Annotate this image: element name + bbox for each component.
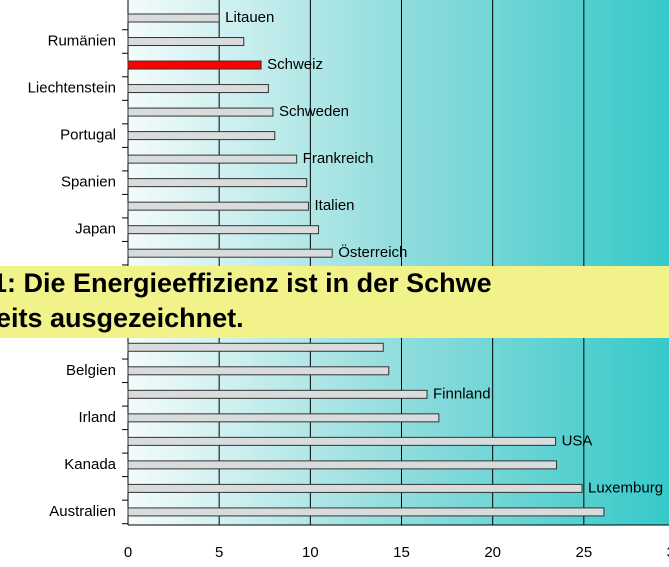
bar bbox=[127, 460, 557, 470]
x-tick-label: 15 bbox=[393, 544, 410, 561]
y-tick-label: Japan bbox=[75, 221, 116, 238]
y-tick-label: Belgien bbox=[66, 362, 116, 379]
bar-label: Italien bbox=[315, 197, 355, 214]
bar-label: USA bbox=[562, 432, 593, 449]
bar bbox=[127, 342, 384, 352]
bar bbox=[127, 13, 220, 23]
bar-label: Schweden bbox=[279, 103, 349, 120]
banner-text: 1: Die Energieeffizienz ist in der Schwe bbox=[0, 268, 492, 298]
bar bbox=[127, 483, 583, 493]
bar bbox=[127, 131, 276, 141]
y-tick-label: Spanien bbox=[61, 174, 116, 191]
bar bbox=[127, 201, 310, 211]
bar bbox=[127, 507, 605, 517]
bar bbox=[127, 154, 298, 164]
bar-label: Schweiz bbox=[267, 56, 323, 73]
bar bbox=[127, 84, 269, 94]
x-tick-label: 25 bbox=[575, 544, 592, 561]
y-tick-label: Liechtenstein bbox=[28, 80, 116, 97]
y-tick-label: Australien bbox=[49, 503, 116, 520]
bar bbox=[127, 413, 440, 423]
bar-label: Österreich bbox=[338, 243, 407, 261]
x-tick-label: 10 bbox=[302, 544, 319, 561]
bar-label: Litauen bbox=[225, 9, 274, 26]
bar bbox=[127, 178, 308, 188]
y-tick-label: Irland bbox=[78, 409, 116, 426]
bar bbox=[127, 248, 333, 258]
y-tick-label: Kanada bbox=[64, 456, 116, 473]
y-tick-label: Rumänien bbox=[48, 32, 116, 49]
bar bbox=[127, 436, 557, 446]
bar bbox=[127, 37, 245, 47]
bar bbox=[127, 225, 320, 235]
bar-label: Frankreich bbox=[303, 150, 374, 167]
bar bbox=[127, 60, 262, 70]
y-tick-label: Portugal bbox=[60, 127, 116, 144]
x-tick-label: 30 bbox=[667, 544, 669, 561]
bar-label: Finnland bbox=[433, 385, 491, 402]
bar bbox=[127, 107, 274, 117]
banner bbox=[0, 266, 669, 338]
bar bbox=[127, 389, 428, 399]
x-tick-label: 5 bbox=[215, 544, 223, 561]
banner-text: eits ausgezeichnet. bbox=[0, 303, 244, 333]
x-tick-label: 20 bbox=[484, 544, 501, 561]
bar-label: Luxemburg bbox=[588, 479, 663, 496]
bar bbox=[127, 366, 390, 376]
x-tick-label: 0 bbox=[124, 544, 132, 561]
